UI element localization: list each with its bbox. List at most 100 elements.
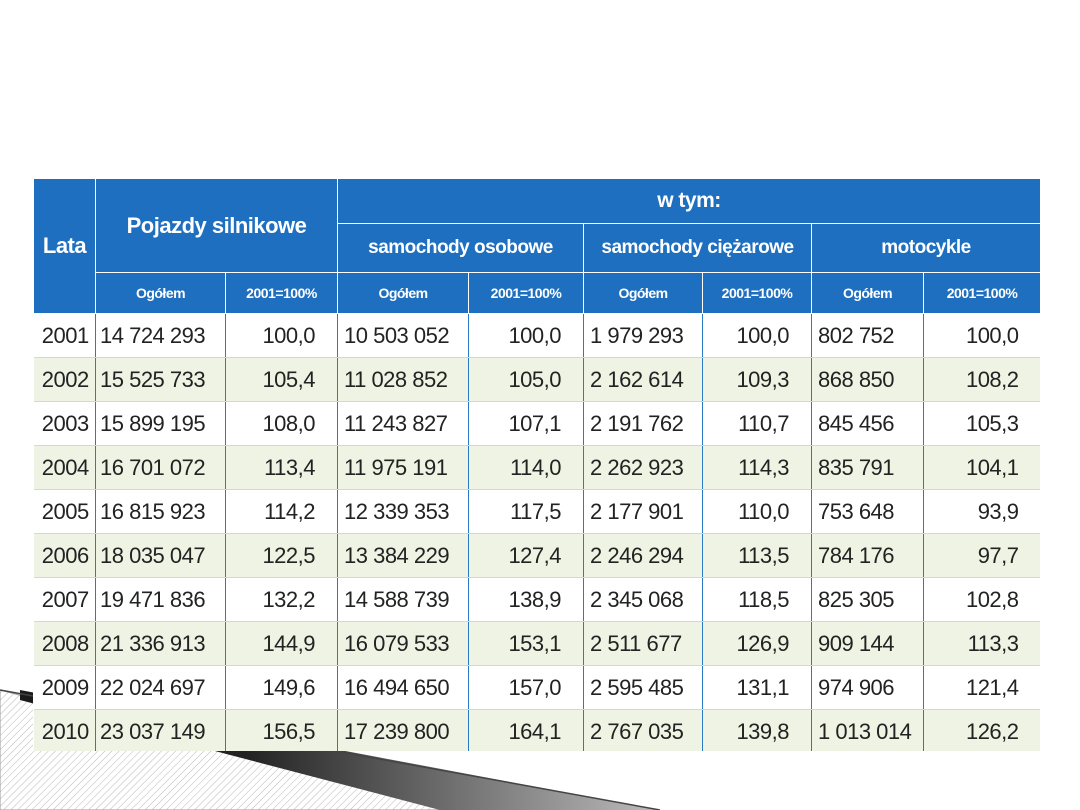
cell-year: 2008 [33, 621, 96, 666]
cell-motocykle-ogolem: 753 648 [811, 489, 924, 534]
cell-pojazdy-index: 122,5 [225, 533, 338, 578]
cell-ciezarowe-ogolem: 1 979 293 [583, 313, 703, 358]
cell-motocykle-index: 121,4 [923, 665, 1040, 710]
cell-ciezarowe-ogolem: 2 246 294 [583, 533, 703, 578]
table-row: 2010 23 037 149 156,5 17 239 800 164,1 2 767 … [33, 709, 1040, 751]
table-row: 2002 15 525 733 105,4 11 028 852 105,0 2 162 … [33, 357, 1040, 402]
cell-pojazdy-ogolem: 21 336 913 [95, 621, 226, 666]
cell-osobowe-index: 164,1 [468, 709, 584, 751]
cell-pojazdy-index: 113,4 [225, 445, 338, 490]
cell-osobowe-index: 127,4 [468, 533, 584, 578]
header-lata: Lata [33, 178, 96, 314]
cell-osobowe-index: 153,1 [468, 621, 584, 666]
header-w-tym: w tym: [336, 178, 1040, 224]
subheader-ogolem: Ogółem [811, 272, 924, 314]
cell-ciezarowe-ogolem: 2 162 614 [583, 357, 703, 402]
cell-ciezarowe-index: 110,7 [702, 401, 812, 446]
cell-year: 2001 [33, 313, 96, 358]
cell-pojazdy-ogolem: 23 037 149 [95, 709, 226, 751]
cell-osobowe-ogolem: 17 239 800 [337, 709, 469, 751]
cell-pojazdy-index: 114,2 [225, 489, 338, 534]
cell-ciezarowe-ogolem: 2 191 762 [583, 401, 703, 446]
cell-osobowe-ogolem: 16 079 533 [337, 621, 469, 666]
cell-ciezarowe-index: 118,5 [702, 577, 812, 622]
cell-year: 2002 [33, 357, 96, 402]
cell-motocykle-ogolem: 974 906 [811, 665, 924, 710]
cell-year: 2009 [33, 665, 96, 710]
cell-ciezarowe-index: 131,1 [702, 665, 812, 710]
cell-motocykle-ogolem: 845 456 [811, 401, 924, 446]
cell-osobowe-index: 114,0 [468, 445, 584, 490]
cell-ciezarowe-ogolem: 2 177 901 [583, 489, 703, 534]
cell-osobowe-ogolem: 16 494 650 [337, 665, 469, 710]
cell-pojazdy-index: 108,0 [225, 401, 338, 446]
cell-year: 2003 [33, 401, 96, 446]
cell-ciezarowe-index: 113,5 [702, 533, 812, 578]
cell-osobowe-ogolem: 14 588 739 [337, 577, 469, 622]
cell-ciezarowe-index: 110,0 [702, 489, 812, 534]
cell-ciezarowe-index: 139,8 [702, 709, 812, 751]
cell-motocykle-index: 93,9 [923, 489, 1040, 534]
cell-ciezarowe-ogolem: 2 262 923 [583, 445, 703, 490]
header-samochody-osobowe: samochody osobowe [337, 223, 584, 273]
header-pojazdy-silnikowe: Pojazdy silnikowe [95, 178, 338, 273]
subheader-index: 2001=100% [468, 272, 584, 314]
table-row: 2008 21 336 913 144,9 16 079 533 153,1 2 511 … [33, 621, 1040, 666]
cell-year: 2005 [33, 489, 96, 534]
cell-pojazdy-ogolem: 14 724 293 [95, 313, 226, 358]
cell-motocykle-ogolem: 802 752 [811, 313, 924, 358]
cell-osobowe-ogolem: 11 975 191 [337, 445, 469, 490]
cell-motocykle-index: 113,3 [923, 621, 1040, 666]
cell-osobowe-ogolem: 12 339 353 [337, 489, 469, 534]
cell-pojazdy-ogolem: 16 701 072 [95, 445, 226, 490]
cell-pojazdy-ogolem: 15 525 733 [95, 357, 226, 402]
cell-pojazdy-index: 156,5 [225, 709, 338, 751]
cell-year: 2006 [33, 533, 96, 578]
table-row: 2001 14 724 293 100,0 10 503 052 100,0 1 979 … [33, 313, 1040, 358]
cell-osobowe-ogolem: 11 028 852 [337, 357, 469, 402]
cell-motocykle-ogolem: 909 144 [811, 621, 924, 666]
table-row: 2005 16 815 923 114,2 12 339 353 117,5 2 177 … [33, 489, 1040, 534]
cell-ciezarowe-index: 109,3 [702, 357, 812, 402]
vehicle-registration-table: Lata Pojazdy silnikowe w tym: samochody … [33, 178, 1040, 751]
table-row: 2004 16 701 072 113,4 11 975 191 114,0 2 262 … [33, 445, 1040, 490]
cell-pojazdy-ogolem: 22 024 697 [95, 665, 226, 710]
cell-motocykle-index: 100,0 [923, 313, 1040, 358]
cell-osobowe-index: 107,1 [468, 401, 584, 446]
cell-ciezarowe-index: 126,9 [702, 621, 812, 666]
cell-motocykle-ogolem: 784 176 [811, 533, 924, 578]
cell-ciezarowe-index: 114,3 [702, 445, 812, 490]
cell-ciezarowe-ogolem: 2 595 485 [583, 665, 703, 710]
cell-pojazdy-ogolem: 18 035 047 [95, 533, 226, 578]
cell-year: 2004 [33, 445, 96, 490]
cell-motocykle-ogolem: 835 791 [811, 445, 924, 490]
cell-pojazdy-ogolem: 19 471 836 [95, 577, 226, 622]
header-samochody-ciezarowe: samochody ciężarowe [583, 223, 812, 273]
cell-osobowe-ogolem: 13 384 229 [337, 533, 469, 578]
header-motocykle: motocykle [810, 223, 1040, 273]
table-row: 2007 19 471 836 132,2 14 588 739 138,9 2 345 … [33, 577, 1040, 622]
cell-osobowe-index: 138,9 [468, 577, 584, 622]
vehicle-table-container: Lata Pojazdy silnikowe w tym: samochody … [33, 178, 1040, 751]
subheader-index: 2001=100% [225, 272, 338, 314]
cell-osobowe-ogolem: 10 503 052 [337, 313, 469, 358]
subheader-ogolem: Ogółem [337, 272, 469, 314]
cell-osobowe-index: 100,0 [468, 313, 584, 358]
cell-motocykle-index: 105,3 [923, 401, 1040, 446]
cell-osobowe-index: 117,5 [468, 489, 584, 534]
subheader-ogolem: Ogółem [583, 272, 703, 314]
cell-motocykle-index: 97,7 [923, 533, 1040, 578]
cell-pojazdy-ogolem: 16 815 923 [95, 489, 226, 534]
cell-motocykle-index: 104,1 [923, 445, 1040, 490]
cell-ciezarowe-index: 100,0 [702, 313, 812, 358]
cell-osobowe-index: 105,0 [468, 357, 584, 402]
subheader-index: 2001=100% [922, 272, 1040, 314]
cell-motocykle-ogolem: 868 850 [811, 357, 924, 402]
table-row: 2003 15 899 195 108,0 11 243 827 107,1 2 191 … [33, 401, 1040, 446]
cell-pojazdy-index: 132,2 [225, 577, 338, 622]
cell-pojazdy-index: 149,6 [225, 665, 338, 710]
cell-motocykle-index: 108,2 [923, 357, 1040, 402]
cell-motocykle-index: 126,2 [923, 709, 1040, 751]
cell-ciezarowe-ogolem: 2 345 068 [583, 577, 703, 622]
